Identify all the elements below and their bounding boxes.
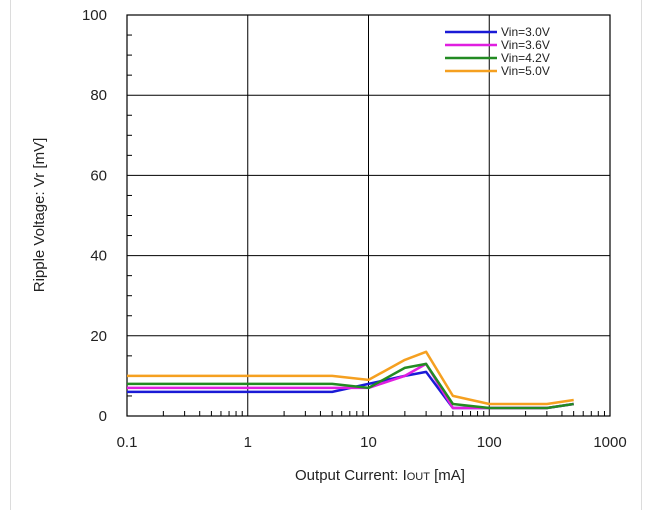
y-tick-label: 100 [82, 7, 107, 24]
y-tick-label: 40 [90, 248, 107, 265]
legend-label: Vin=5.0V [501, 64, 550, 78]
x-tick-label: 100 [477, 434, 502, 451]
y-tick-labels: 0 20 40 60 80 100 [82, 7, 107, 425]
x-tick-label: 1 [244, 434, 252, 451]
y-tick-label: 60 [90, 167, 107, 184]
series-group [127, 350, 574, 410]
legend-label: Vin=3.0V [501, 25, 550, 39]
x-tick-labels: 0.1 1 10 100 1000 [117, 434, 627, 451]
y-tick-label: 0 [99, 408, 107, 425]
y-tick-label: 20 [90, 328, 107, 345]
chart-frame [10, 0, 642, 510]
minor-ticks [127, 34, 605, 416]
y-tick-label: 80 [90, 87, 107, 104]
series-line [127, 362, 574, 410]
x-tick-label: 10 [360, 434, 377, 451]
y-axis-label: Ripple Voltage: Vr [mV] [31, 138, 48, 293]
legend-label: Vin=4.2V [501, 51, 550, 65]
series-line [127, 350, 574, 406]
legend-label: Vin=3.6V [501, 38, 550, 52]
x-tick-label: 1000 [593, 434, 626, 451]
x-axis-label: Output Current: IOUT [mA] [295, 467, 465, 484]
x-tick-label: 0.1 [117, 434, 138, 451]
